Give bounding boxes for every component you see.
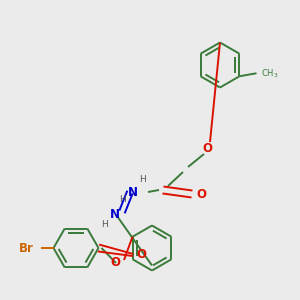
Text: O: O	[136, 248, 146, 262]
Text: N: N	[110, 208, 120, 220]
Text: Br: Br	[19, 242, 34, 254]
Text: O: O	[196, 188, 206, 200]
Text: O: O	[202, 142, 212, 154]
Text: O: O	[110, 256, 120, 269]
Text: H: H	[101, 220, 108, 229]
Text: CH$_3$: CH$_3$	[262, 67, 279, 80]
Text: H: H	[118, 195, 125, 204]
Text: N: N	[128, 185, 138, 199]
Text: H: H	[140, 175, 146, 184]
